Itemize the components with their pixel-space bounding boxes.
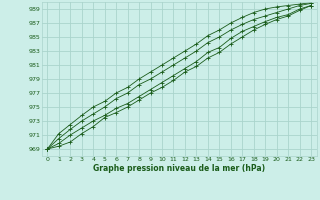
X-axis label: Graphe pression niveau de la mer (hPa): Graphe pression niveau de la mer (hPa) [93,164,265,173]
